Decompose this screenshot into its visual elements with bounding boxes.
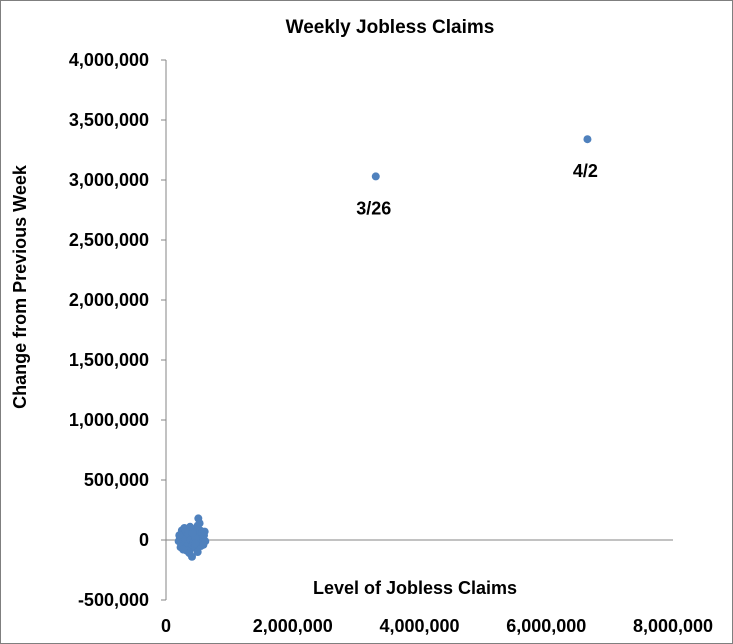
data-point bbox=[193, 548, 202, 556]
x-tick-label: 8,000,000 bbox=[633, 616, 713, 636]
x-tick-label: 4,000,000 bbox=[379, 616, 459, 636]
data-point bbox=[188, 528, 197, 537]
data-point bbox=[195, 519, 204, 528]
y-axis-ticks: -500,000 0 500,000 1,000,000 1,500,000 2,000,… bbox=[69, 50, 166, 610]
data-point bbox=[371, 172, 380, 181]
data-point bbox=[200, 527, 209, 536]
data-point bbox=[179, 545, 188, 554]
point-annotations: 3/26 4/2 bbox=[356, 161, 598, 218]
data-point bbox=[583, 135, 592, 144]
data-points bbox=[174, 135, 592, 561]
y-tick-label: 2,500,000 bbox=[69, 230, 149, 250]
data-label: 4/2 bbox=[573, 161, 598, 181]
y-tick-label: -500,000 bbox=[78, 590, 149, 610]
x-tick-label: 0 bbox=[161, 616, 171, 636]
x-axis-title: Level of Jobless Claims bbox=[313, 578, 517, 598]
x-tick-label: 2,000,000 bbox=[253, 616, 333, 636]
data-point bbox=[186, 522, 195, 531]
y-tick-label: 500,000 bbox=[84, 470, 149, 490]
chart-title: Weekly Jobless Claims bbox=[286, 17, 495, 38]
data-point bbox=[187, 552, 196, 561]
y-tick-label: 3,500,000 bbox=[69, 110, 149, 130]
data-label: 3/26 bbox=[356, 198, 391, 218]
y-tick-label: 2,000,000 bbox=[69, 290, 149, 310]
x-axis-ticks: 0 2,000,000 4,000,000 6,000,000 8,000,000 bbox=[161, 616, 713, 636]
y-tick-label: 1,000,000 bbox=[69, 410, 149, 430]
data-point bbox=[199, 540, 208, 549]
y-tick-label: 1,500,000 bbox=[69, 350, 149, 370]
y-tick-label: 4,000,000 bbox=[69, 50, 149, 70]
y-axis-title: Change from Previous Week bbox=[10, 164, 30, 409]
x-tick-label: 6,000,000 bbox=[506, 616, 586, 636]
y-tick-label: 3,000,000 bbox=[69, 170, 149, 190]
data-point bbox=[175, 531, 184, 540]
y-tick-label: 0 bbox=[139, 530, 149, 550]
data-point bbox=[191, 539, 200, 548]
